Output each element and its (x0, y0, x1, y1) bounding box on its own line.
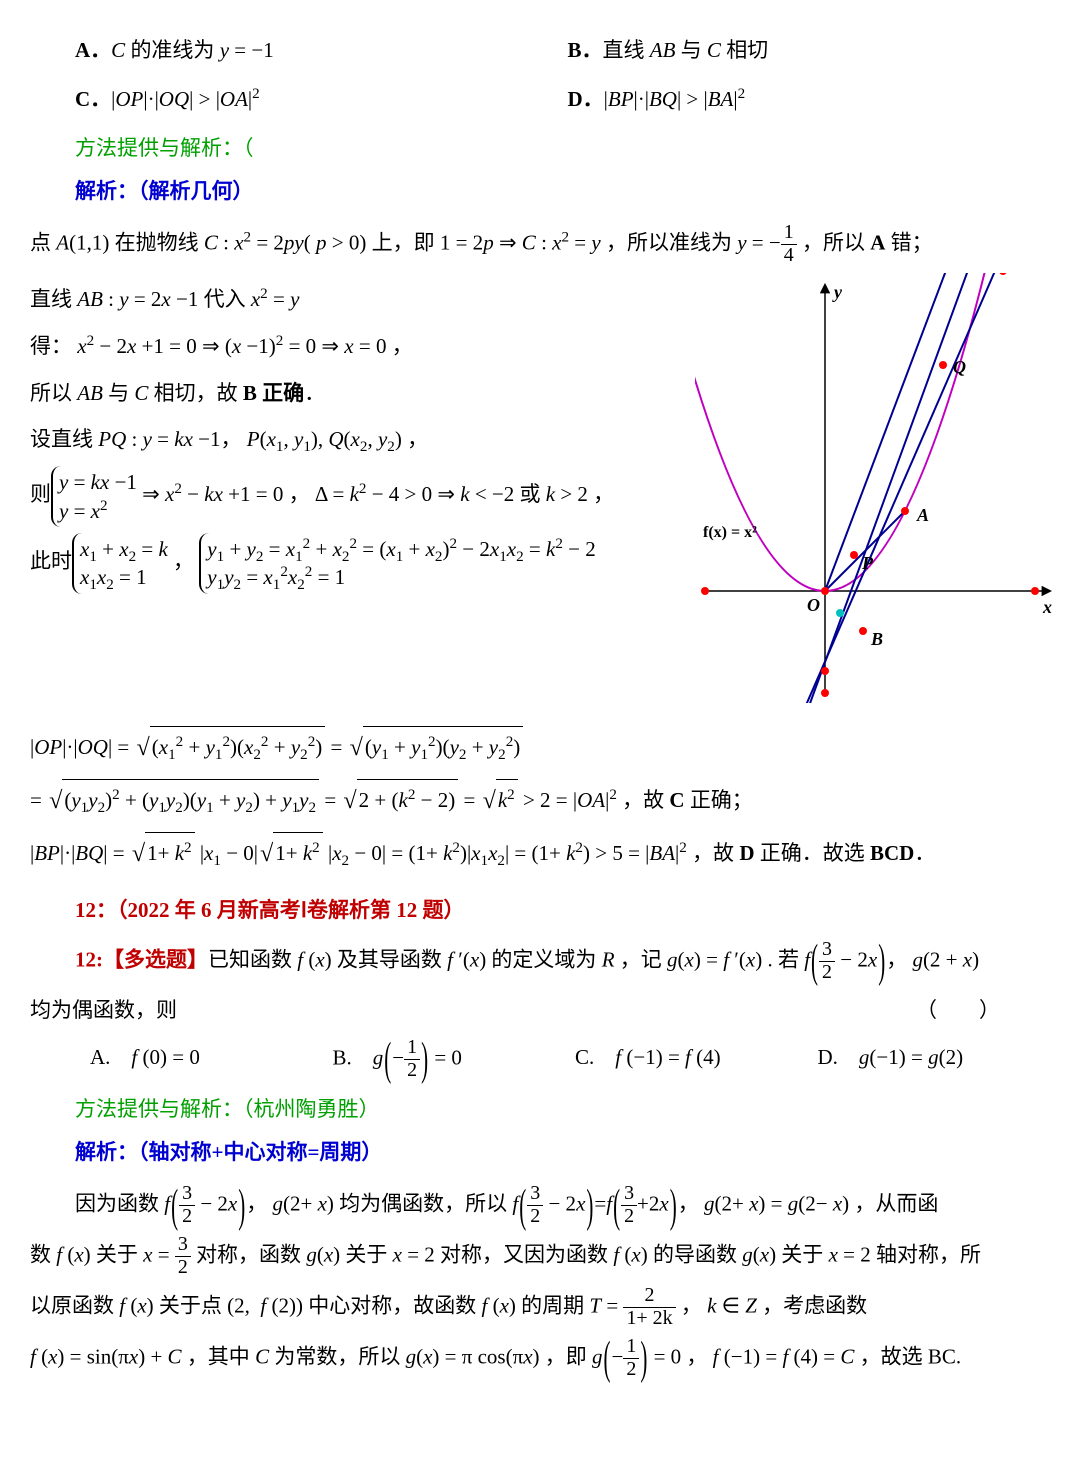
svg-text:O: O (807, 595, 820, 615)
paragraph-6: 则y = kx −1y = x2 ⇒ x2 − kx +1 = 0 ， Δ = … (30, 466, 677, 527)
svg-text:Q: Q (953, 357, 966, 377)
q12-option-b: B. g(−12) = 0 (333, 1037, 576, 1082)
answer-options-1: A．C 的准线为 y = −1 B．直线 AB 与 C 相切 (30, 30, 1060, 71)
q12-body: 12:【多选题】已知函数 f (x) 及其导函数 f ′(x) 的定义域为 R … (30, 939, 1060, 984)
sol-3: 以原函数 f (x) 关于点 (2, f (2)) 中心对称，故函数 f (x)… (30, 1285, 1060, 1330)
svg-text:B: B (870, 629, 883, 649)
answer-options-2: C．|OP|·|OQ| > |OA|2 D．|BP|·|BQ| > |BA|2 (30, 79, 1060, 120)
q12-body-2: 均为偶函数，则（ ） (30, 990, 1060, 1031)
q12-options: A. f (0) = 0 B. g(−12) = 0 C. f (−1) = f… (30, 1037, 1060, 1082)
svg-text:y: y (832, 282, 843, 302)
svg-text:P: P (861, 553, 874, 573)
paragraph-3: 得： x2 − 2x +1 = 0 ⇒ (x −1)2 = 0 ⇒ x = 0 … (30, 326, 677, 367)
sol-4: f (x) = sin(πx) + C ，其中 C 为常数，所以 g(x) = … (30, 1336, 1060, 1381)
paragraph-4: 所以 AB 与 C 相切，故 B 正确． (30, 373, 677, 414)
option-a: A．C 的准线为 y = −1 (75, 30, 568, 71)
svg-text:x: x (1042, 597, 1052, 617)
option-b: B．直线 AB 与 C 相切 (568, 30, 1061, 71)
analysis-label-2: 解析：（轴对称+中心对称=周期） (75, 1132, 1060, 1173)
paragraph-9: = (y1y2)2 + (y1y2)(y1 + y2) + y1y2 = 2 +… (30, 776, 1060, 823)
method-label-2: 方法提供与解析：（杭州陶勇胜） (75, 1089, 1060, 1130)
paragraph-2: 直线 AB : y = 2x −1 代入 x2 = y (30, 279, 677, 320)
analysis-label-1: 解析：（解析几何） (75, 171, 1060, 212)
q12-option-d: D. g(−1) = g(2) (818, 1037, 1061, 1082)
svg-text:f(x) = x²: f(x) = x² (703, 524, 757, 541)
q12-header: 12：（2022 年 6 月新高考Ⅰ卷解析第 12 题） (75, 890, 1060, 931)
option-c: C．|OP|·|OQ| > |OA|2 (75, 79, 568, 120)
option-d: D．|BP|·|BQ| > |BA|2 (568, 79, 1061, 120)
paragraph-5: 设直线 PQ : y = kx −1， P(x1, y1), Q(x2, y2)… (30, 419, 677, 460)
sol-2: 数 f (x) 关于 x = 32 对称，函数 g(x) 关于 x = 2 对称… (30, 1234, 1060, 1279)
paragraph-8: |OP|·|OQ| = (x12 + y12)(x22 + y22) = (y1… (30, 723, 1060, 770)
paragraph-1: 点 A(1,1) 在抛物线 C : x2 = 2py( p > 0) 上，即 1… (30, 222, 1060, 267)
sol-1: 因为函数 f(32 − 2x)， g(2+ x) 均为偶函数，所以 f(32 −… (30, 1183, 1060, 1228)
method-label-1: 方法提供与解析：（ (75, 128, 1060, 169)
paragraph-10: |BP|·|BQ| = 1+ k2 |x1 − 0|1+ k2 |x2 − 0|… (30, 829, 1060, 876)
q12-option-a: A. f (0) = 0 (90, 1037, 333, 1082)
svg-text:A: A (916, 505, 929, 525)
paragraph-7: 此时x1 + x2 = kx1x2 = 1 ， y1 + y2 = x12 + … (30, 533, 677, 594)
parabola-graph: y x O A B P Q f(x) = x² (695, 273, 1060, 717)
q12-option-c: C. f (−1) = f (4) (575, 1037, 818, 1082)
